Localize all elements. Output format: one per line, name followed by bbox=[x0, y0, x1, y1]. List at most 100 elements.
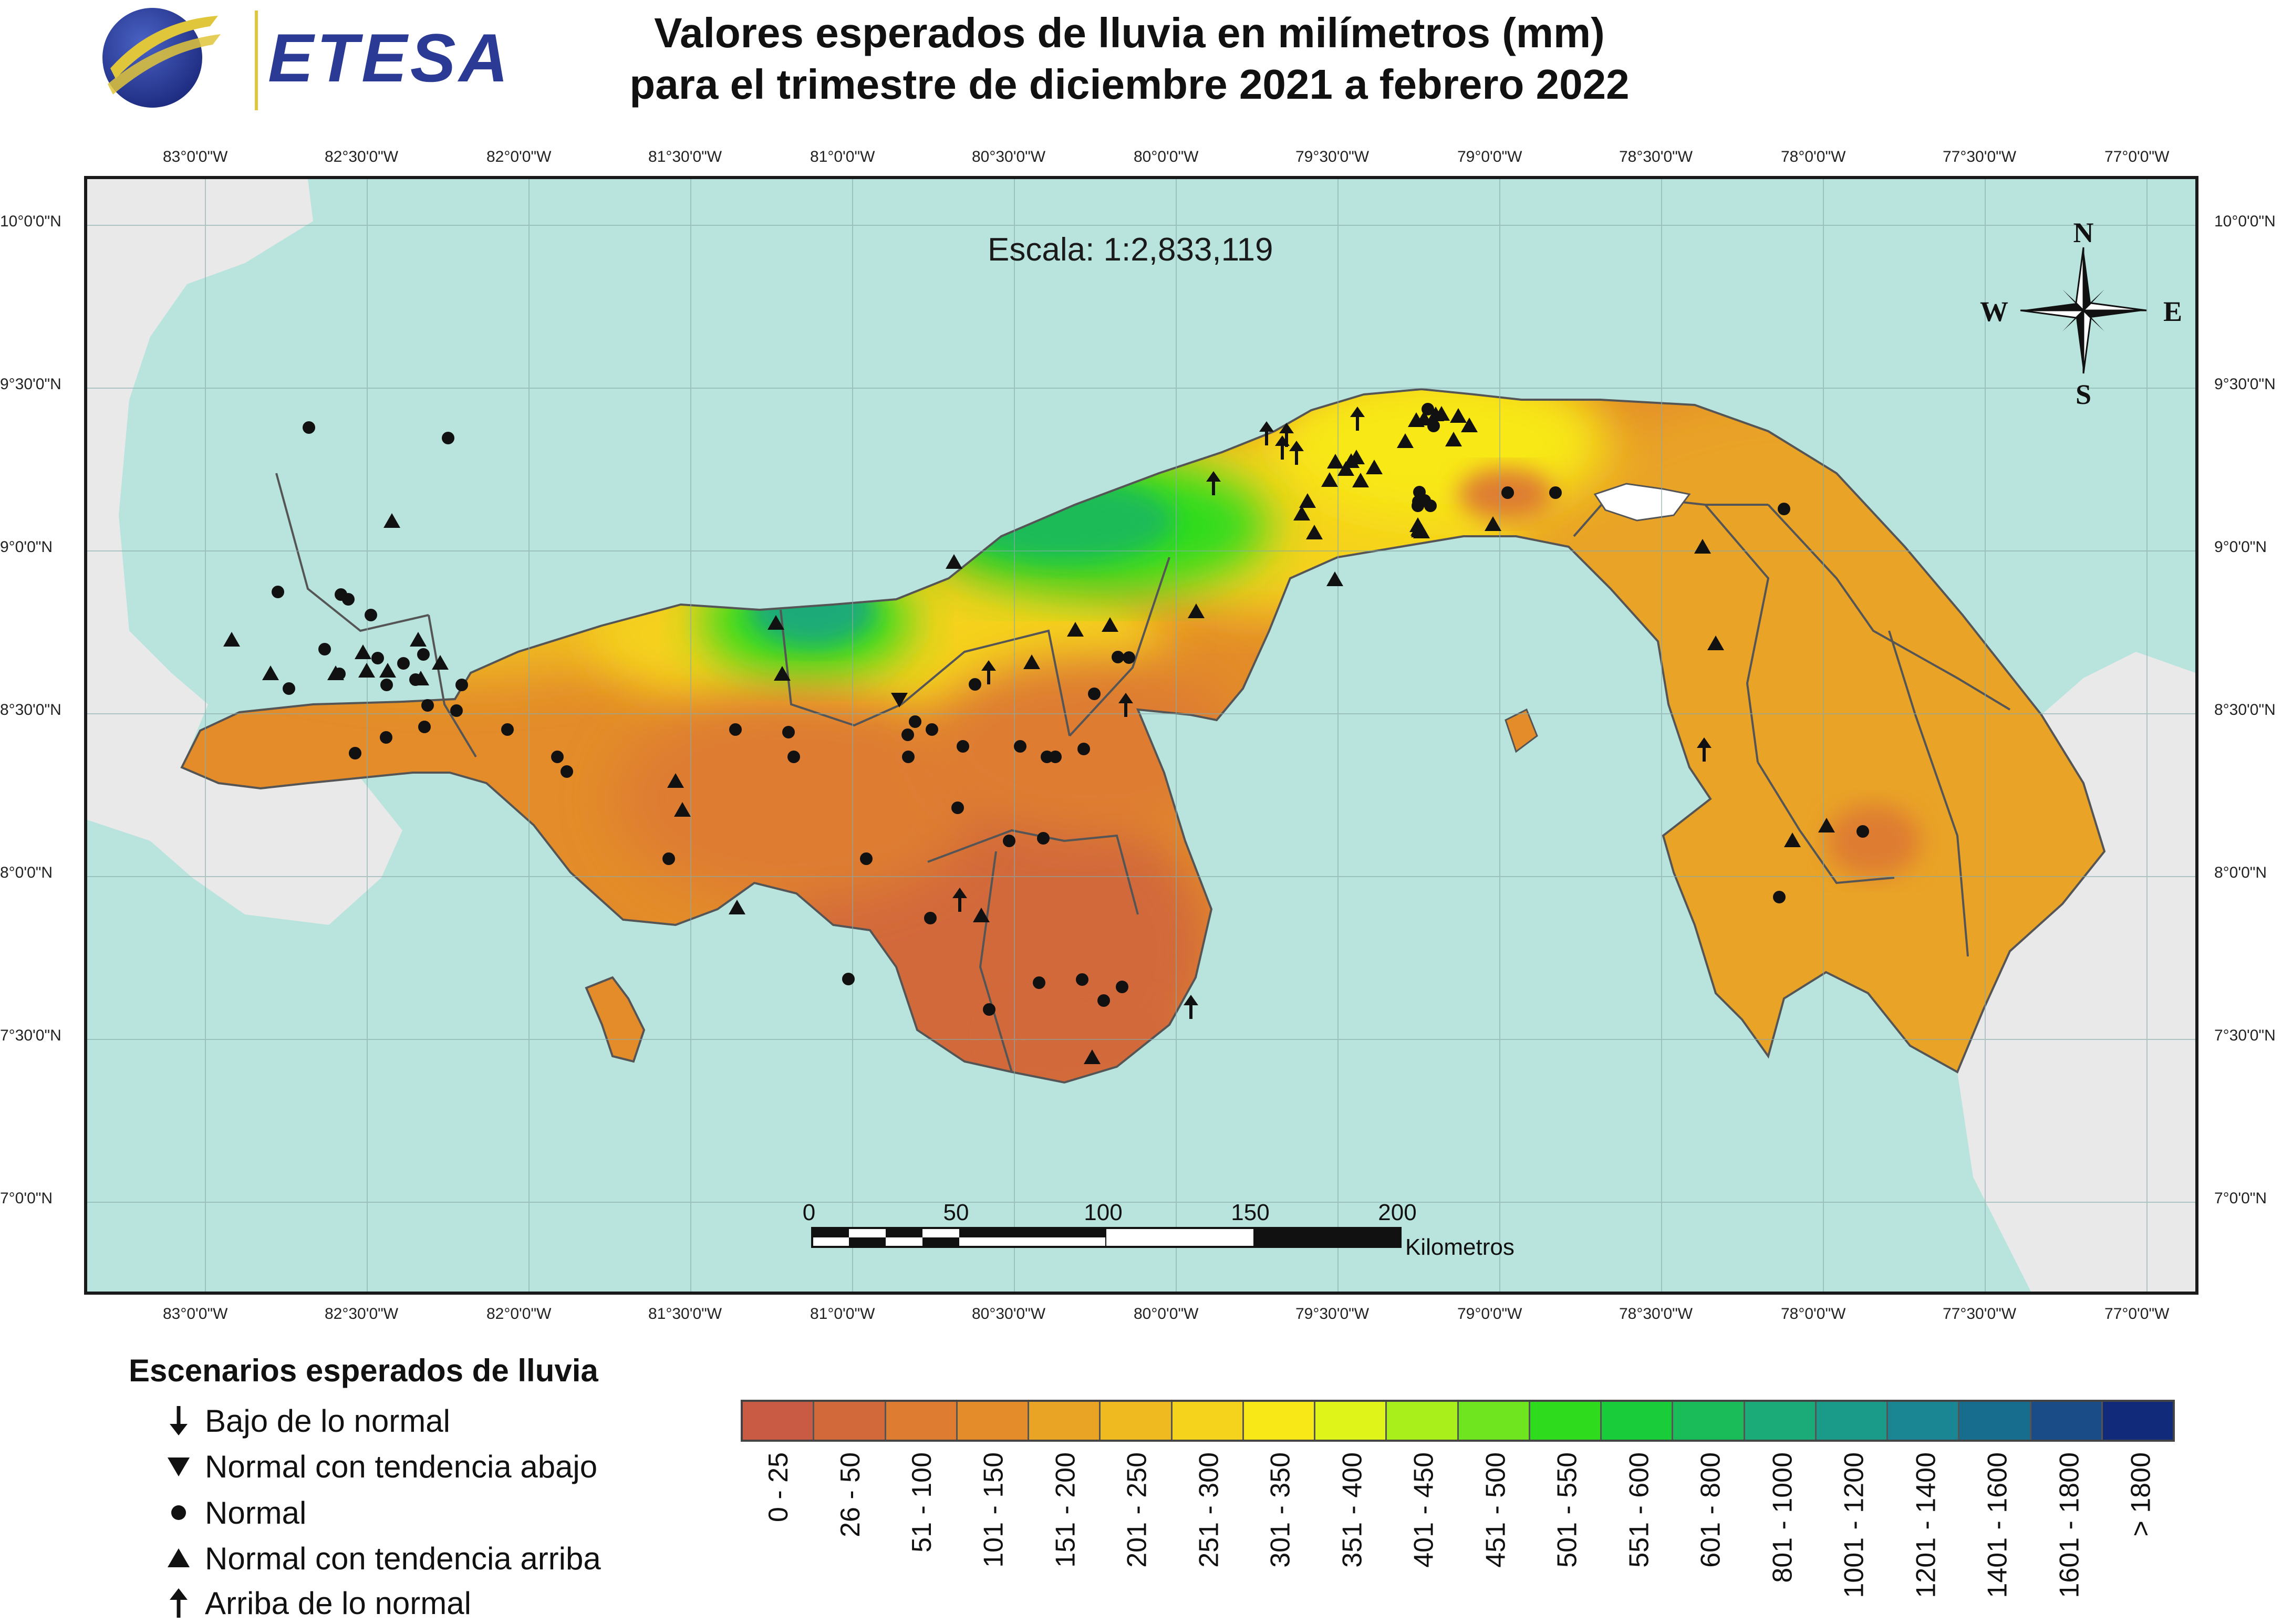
station-normal-trend-up bbox=[674, 802, 691, 817]
colorbar-swatch bbox=[1959, 1402, 2031, 1440]
legend-item-normal: Normal bbox=[158, 1492, 306, 1534]
station-normal-trend-up bbox=[667, 773, 684, 788]
map-frame: N S E W bbox=[84, 176, 2198, 1295]
colorbar-label: 101 - 150 bbox=[974, 1452, 1010, 1620]
scalebar-label-200: 200 bbox=[1378, 1200, 1417, 1225]
legend-label: Arriba de lo normal bbox=[205, 1585, 471, 1621]
longitude-tick-label: 78°0'0"W bbox=[1781, 148, 1846, 165]
station-normal bbox=[969, 678, 981, 691]
arrow-up-icon bbox=[158, 1582, 200, 1624]
station-normal-trend-up bbox=[1299, 493, 1316, 508]
rainfall-colorbar bbox=[741, 1400, 2175, 1442]
etesa-logo: ETESA bbox=[102, 8, 508, 110]
colorbar-swatch bbox=[1243, 1402, 1315, 1440]
colorbar-label: 1001 - 1200 bbox=[1834, 1452, 1870, 1620]
colorbar-label: > 1800 bbox=[2121, 1452, 2157, 1620]
station-normal-trend-up bbox=[1784, 832, 1801, 847]
compass-south-label: S bbox=[2076, 379, 2091, 410]
longitude-tick-label: 77°0'0"W bbox=[2104, 1305, 2170, 1323]
station-normal bbox=[1003, 835, 1015, 847]
station-normal bbox=[318, 643, 331, 655]
legend-item-bajo: Bajo de lo normal bbox=[158, 1400, 450, 1442]
station-normal bbox=[380, 679, 393, 691]
colorbar-swatch bbox=[886, 1402, 958, 1440]
station-above-normal bbox=[1184, 995, 1198, 1019]
station-above-normal bbox=[1206, 471, 1221, 495]
colorbar-swatch bbox=[1458, 1402, 1530, 1440]
colorbar-label-text: 401 - 450 bbox=[1408, 1452, 1439, 1568]
station-normal bbox=[371, 652, 384, 664]
station-normal bbox=[1549, 486, 1562, 499]
longitude-tick-label: 80°30'0"W bbox=[972, 148, 1046, 165]
colorbar-label-text: > 1800 bbox=[2125, 1452, 2156, 1537]
station-normal bbox=[501, 723, 514, 736]
triangle-up-icon bbox=[158, 1537, 200, 1579]
station-normal-trend-up bbox=[1397, 433, 1414, 448]
latitude-tick-label: 9°0'0"N bbox=[2214, 538, 2267, 556]
colorbar-label: 801 - 1000 bbox=[1762, 1452, 1798, 1620]
station-normal-trend-up bbox=[1067, 622, 1084, 637]
colorbar-swatch bbox=[814, 1402, 886, 1440]
compass-west-label: W bbox=[1980, 296, 2008, 327]
station-above-normal bbox=[1289, 441, 1304, 465]
station-normal-trend-up bbox=[432, 655, 449, 670]
station-normal bbox=[842, 973, 855, 985]
longitude-tick-label: 81°0'0"W bbox=[810, 1305, 875, 1323]
station-normal-trend-up bbox=[1102, 617, 1118, 632]
colorbar-swatch bbox=[1888, 1402, 1960, 1440]
station-normal-trend-up bbox=[1694, 539, 1711, 554]
station-normal bbox=[349, 747, 361, 759]
station-above-normal bbox=[1350, 407, 1365, 431]
station-normal bbox=[272, 586, 284, 598]
colorbar-label-text: 301 - 350 bbox=[1265, 1452, 1296, 1568]
station-normal-trend-up bbox=[379, 663, 396, 678]
colorbar-label-text: 451 - 500 bbox=[1480, 1452, 1511, 1568]
longitude-tick-label: 78°30'0"W bbox=[1619, 1305, 1693, 1323]
colorbar-label-text: 1201 - 1400 bbox=[1911, 1452, 1942, 1598]
colorbar-swatch bbox=[1101, 1402, 1173, 1440]
station-normal bbox=[1077, 743, 1090, 755]
station-normal-trend-up bbox=[383, 513, 400, 528]
station-normal bbox=[1424, 499, 1437, 512]
longitude-tick-label: 80°0'0"W bbox=[1134, 1305, 1199, 1323]
longitude-tick-label: 79°30'0"W bbox=[1295, 148, 1370, 165]
longitude-tick-label: 83°0'0"W bbox=[163, 1305, 228, 1323]
station-normal-trend-up bbox=[1321, 472, 1338, 487]
colorbar-label-text: 101 - 150 bbox=[978, 1452, 1009, 1568]
latitude-tick-label: 8°30'0"N bbox=[2214, 701, 2276, 719]
station-normal bbox=[283, 682, 295, 695]
station-normal-trend-up bbox=[1461, 418, 1478, 432]
station-normal bbox=[1037, 832, 1050, 845]
legend-label: Bajo de lo normal bbox=[205, 1403, 450, 1439]
scalebar-label-50: 50 bbox=[943, 1200, 969, 1225]
latitude-tick-label: 7°0'0"N bbox=[2214, 1190, 2267, 1207]
longitude-tick-label: 82°0'0"W bbox=[486, 1305, 552, 1323]
colorbar-swatch bbox=[2102, 1402, 2173, 1440]
colorbar-swatch bbox=[1816, 1402, 1888, 1440]
station-normal-trend-up bbox=[1352, 473, 1369, 487]
station-normal bbox=[397, 657, 410, 670]
colorbar-label-text: 551 - 600 bbox=[1624, 1452, 1655, 1568]
station-normal bbox=[1014, 740, 1026, 753]
station-normal bbox=[787, 751, 800, 763]
station-normal-trend-up bbox=[1326, 571, 1343, 586]
colorbar-swatch bbox=[1029, 1402, 1101, 1440]
longitude-tick-label: 81°0'0"W bbox=[810, 148, 875, 165]
longitude-tick-label: 78°30'0"W bbox=[1619, 148, 1693, 165]
station-normal-trend-up bbox=[1707, 636, 1724, 650]
colorbar-label-text: 51 - 100 bbox=[907, 1452, 938, 1553]
station-normal-trend-up bbox=[358, 663, 375, 678]
station-normal bbox=[782, 726, 795, 738]
colorbar-swatch bbox=[1745, 1402, 1817, 1440]
station-normal bbox=[909, 715, 921, 728]
latitude-tick-label: 8°0'0"N bbox=[0, 864, 53, 881]
station-normal bbox=[1097, 994, 1110, 1007]
station-normal bbox=[1501, 486, 1514, 499]
colorbar-label-text: 201 - 250 bbox=[1122, 1452, 1153, 1568]
colorbar-label-text: 501 - 550 bbox=[1552, 1452, 1583, 1568]
station-normal bbox=[926, 723, 938, 736]
colorbar-label-text: 26 - 50 bbox=[835, 1452, 866, 1537]
latitude-tick-label: 9°30'0"N bbox=[0, 376, 61, 393]
station-normal-trend-up bbox=[774, 666, 791, 681]
rainfall-map: N S E W bbox=[87, 179, 2195, 1292]
